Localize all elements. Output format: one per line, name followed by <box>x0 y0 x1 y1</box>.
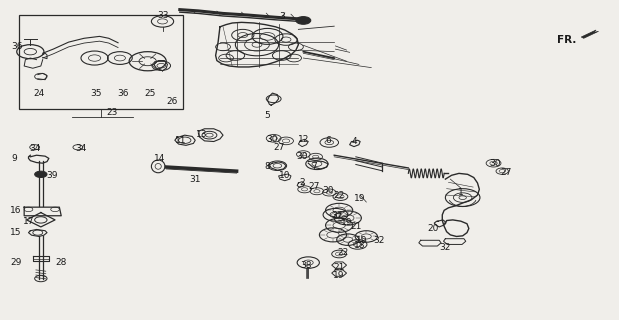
Text: 34: 34 <box>29 144 40 153</box>
Text: 27: 27 <box>273 143 284 152</box>
Text: 17: 17 <box>23 217 34 226</box>
Text: 2: 2 <box>299 179 305 188</box>
Text: 1: 1 <box>458 188 464 197</box>
Text: 36: 36 <box>117 89 129 98</box>
Text: 19: 19 <box>355 194 366 204</box>
Text: 6: 6 <box>325 136 331 145</box>
Text: 12: 12 <box>298 135 309 144</box>
Text: 31: 31 <box>189 175 201 184</box>
Text: 3: 3 <box>279 12 285 21</box>
Text: 37: 37 <box>332 211 343 220</box>
Text: 16: 16 <box>11 206 22 215</box>
Text: 30: 30 <box>297 152 308 161</box>
Text: 35: 35 <box>90 89 102 98</box>
Text: 30: 30 <box>489 159 501 168</box>
Text: 5: 5 <box>265 111 271 120</box>
Text: 8: 8 <box>265 162 271 171</box>
Text: 14: 14 <box>154 154 166 163</box>
Text: 32: 32 <box>439 243 451 252</box>
Text: 36: 36 <box>12 42 23 52</box>
Text: 29: 29 <box>11 258 22 267</box>
Text: 21: 21 <box>334 263 345 272</box>
Text: 30: 30 <box>267 135 278 144</box>
Text: 23: 23 <box>106 108 118 117</box>
Text: 34: 34 <box>76 144 87 153</box>
Text: 24: 24 <box>33 89 45 98</box>
Text: 22: 22 <box>338 248 349 257</box>
Text: 21: 21 <box>350 222 361 231</box>
Text: 9: 9 <box>11 154 17 163</box>
Text: 27: 27 <box>500 168 511 177</box>
Text: 20: 20 <box>427 224 439 233</box>
Polygon shape <box>581 30 599 38</box>
Text: 4: 4 <box>351 137 357 146</box>
Text: 30: 30 <box>322 186 334 195</box>
Text: 7: 7 <box>311 162 318 171</box>
Text: 13: 13 <box>196 130 207 139</box>
Bar <box>19 15 183 109</box>
Text: 26: 26 <box>167 97 178 106</box>
Text: 10: 10 <box>279 171 290 180</box>
Text: 27: 27 <box>309 182 320 191</box>
Text: 11: 11 <box>175 136 187 145</box>
Text: 15: 15 <box>11 228 22 237</box>
Text: 28: 28 <box>56 258 67 267</box>
Text: 39: 39 <box>46 172 58 180</box>
Text: 32: 32 <box>373 236 384 245</box>
Text: 19: 19 <box>357 236 368 245</box>
Text: 18: 18 <box>355 241 366 250</box>
Text: FR.: FR. <box>557 35 576 44</box>
Circle shape <box>35 171 47 178</box>
Text: 38: 38 <box>301 261 312 270</box>
Text: 22: 22 <box>334 190 345 200</box>
Text: 19: 19 <box>341 218 352 227</box>
Text: 25: 25 <box>144 89 156 98</box>
Text: 33: 33 <box>157 11 169 20</box>
Circle shape <box>296 17 311 24</box>
Text: 19: 19 <box>334 271 345 280</box>
